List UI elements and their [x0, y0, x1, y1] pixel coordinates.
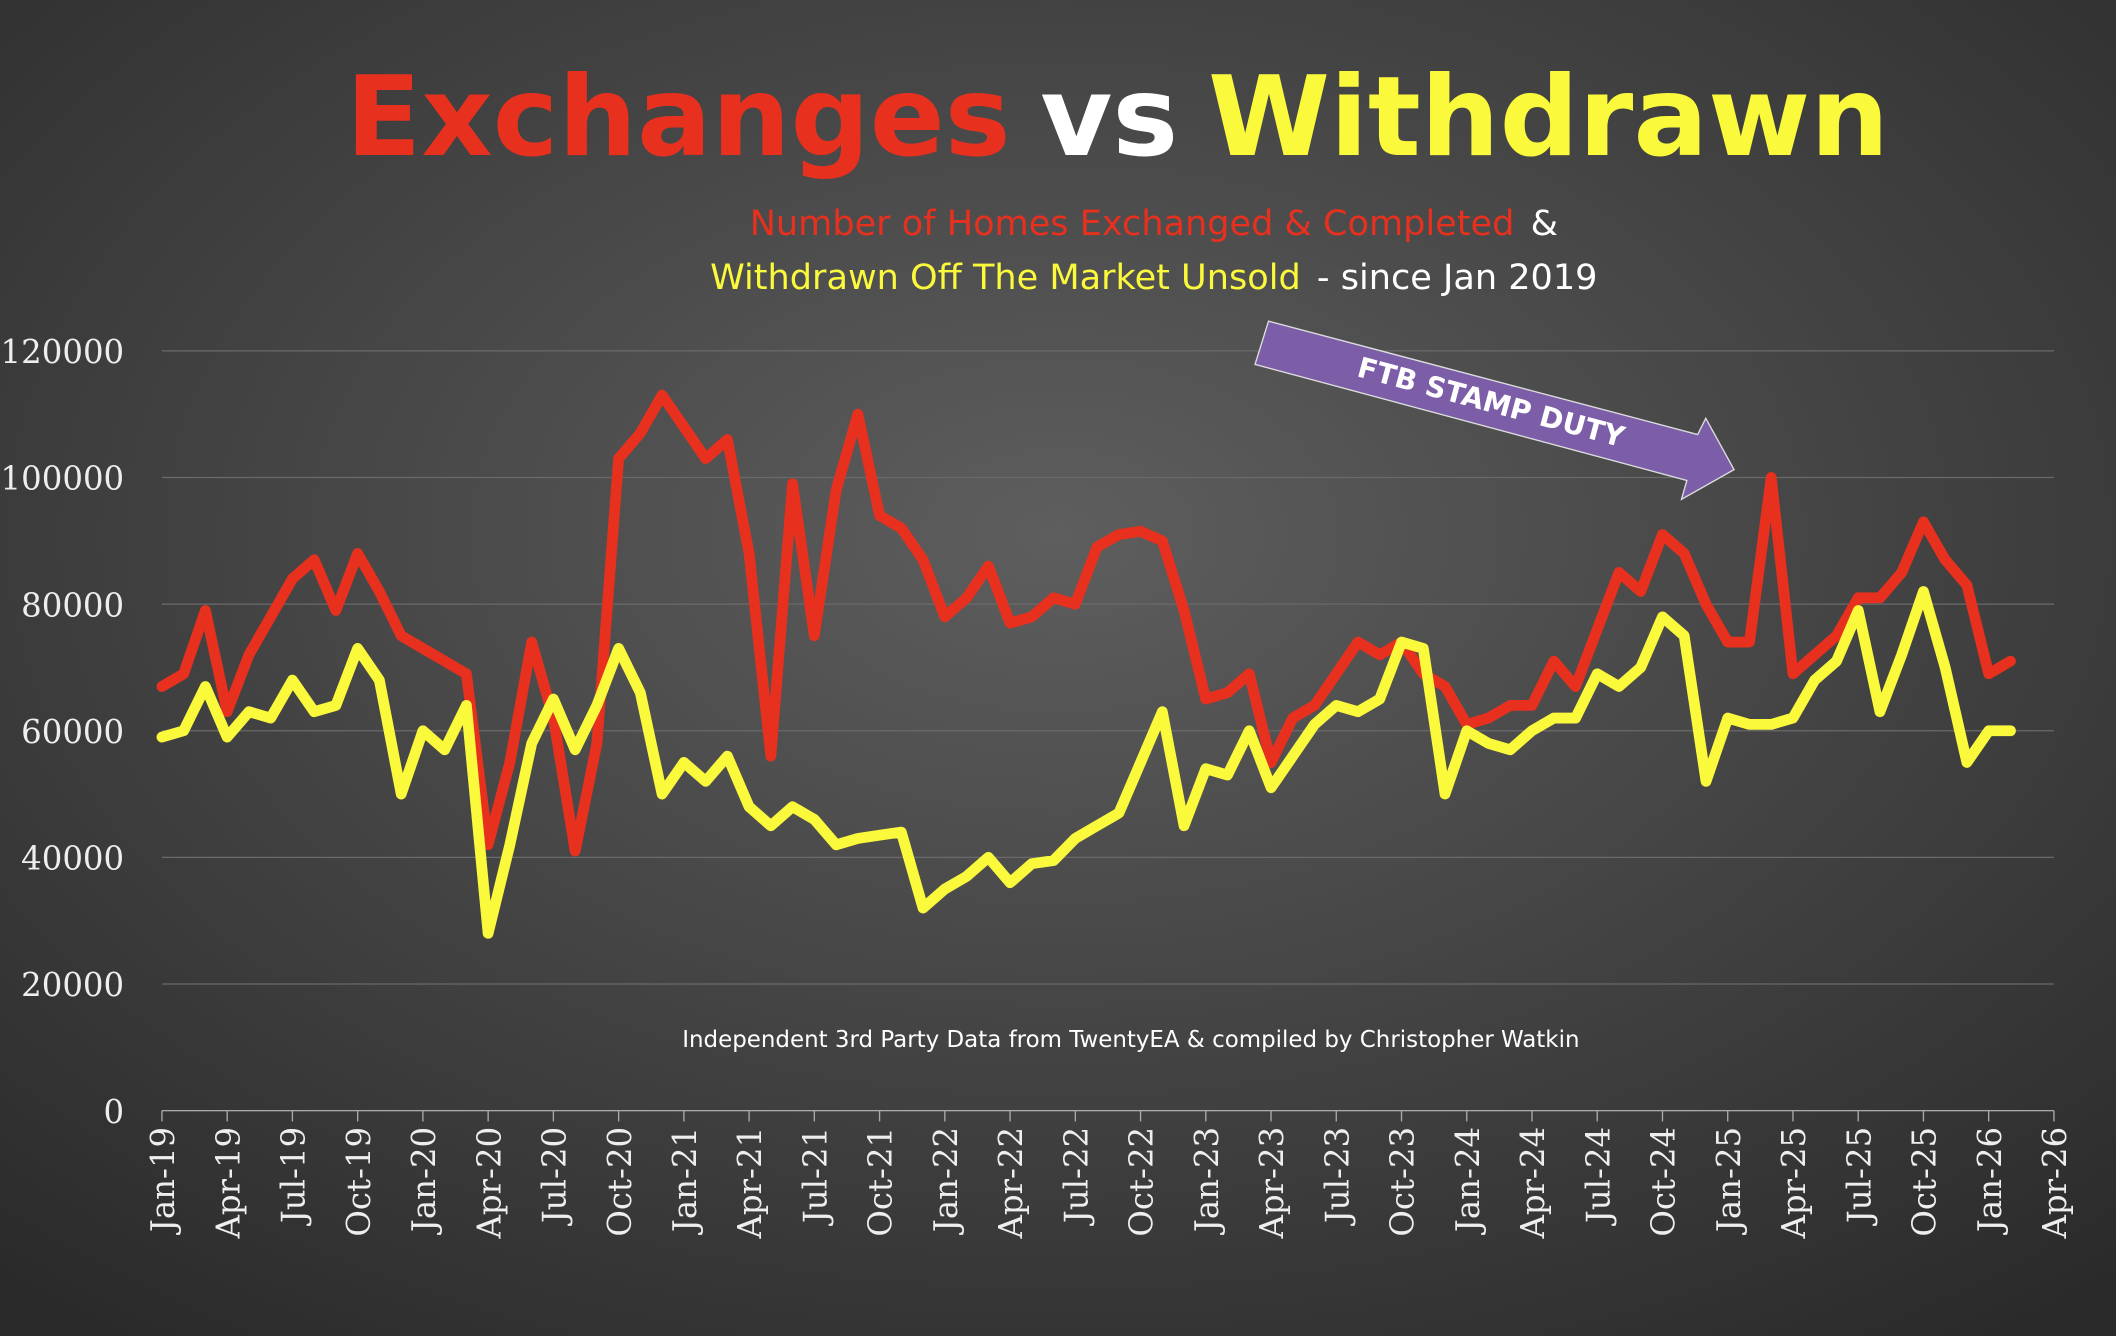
x-tick-label: Jul-23: [1318, 1127, 1356, 1226]
y-tick-label: 60000: [21, 713, 124, 751]
x-tick-label: Jul-22: [1057, 1127, 1095, 1226]
x-tick-label: Oct-23: [1384, 1127, 1422, 1237]
title-part: Withdrawn: [1208, 53, 1889, 182]
subtitle-part: - since Jan 2019: [1317, 257, 1598, 298]
y-tick-label: 120000: [1, 333, 125, 371]
x-tick-label: Jan-19: [144, 1127, 182, 1235]
x-tick-label: Jan-26: [1971, 1127, 2009, 1235]
series-line: [156, 586, 2016, 939]
chart-subtitle: Number of Homes Exchanged & Completed &: [750, 203, 1558, 244]
y-tick-label: 80000: [21, 586, 124, 624]
x-tick-label: Oct-24: [1645, 1127, 1683, 1237]
x-tick-label: Jul-25: [1840, 1127, 1878, 1226]
x-tick-label: Oct-19: [340, 1127, 378, 1237]
x-tick-label: Oct-22: [1123, 1127, 1161, 1237]
x-tick-label: Apr-23: [1253, 1127, 1291, 1240]
chart-subtitle: Withdrawn Off The Market Unsold - since J…: [710, 257, 1597, 298]
x-tick-label: Apr-19: [209, 1127, 247, 1240]
x-tick-label: Jul-19: [275, 1127, 313, 1226]
source-note: Independent 3rd Party Data from TwentyEA…: [682, 1027, 1579, 1053]
x-tick-label: Jan-21: [666, 1127, 704, 1235]
y-tick-label: 100000: [1, 460, 125, 498]
x-tick-label: Jul-21: [796, 1127, 834, 1226]
x-tick-label: Oct-20: [601, 1127, 639, 1237]
subtitle-part: Withdrawn Off The Market Unsold: [710, 257, 1301, 298]
subtitle-part: Number of Homes Exchanged & Completed: [750, 203, 1515, 244]
title-part: vs: [1040, 53, 1178, 182]
x-tick-label: Jan-23: [1188, 1127, 1226, 1235]
y-tick-label: 20000: [21, 966, 124, 1004]
x-tick-label: Oct-25: [1906, 1127, 1944, 1237]
y-tick-label: 0: [104, 1093, 125, 1131]
labels: Exchanges vs Withdrawn Number of Homes Exch…: [1, 53, 2075, 1239]
x-tick-label: Jan-20: [405, 1127, 443, 1235]
x-tick-label: Jan-22: [927, 1127, 965, 1235]
x-tick-label: Apr-20: [470, 1127, 508, 1240]
x-tick-label: Apr-22: [992, 1127, 1030, 1240]
x-tick-label: Jan-24: [1449, 1127, 1487, 1235]
annotation-arrow: [1254, 320, 1736, 501]
x-tick-label: Jul-24: [1579, 1127, 1617, 1226]
x-tick-label: Apr-26: [2036, 1127, 2074, 1240]
x-tick-label: Apr-21: [731, 1127, 769, 1240]
chart-title: Exchanges vs Withdrawn: [346, 53, 1889, 182]
x-tick-label: Apr-25: [1775, 1127, 1813, 1240]
x-tick-label: Jan-25: [1710, 1127, 1748, 1235]
y-tick-label: 40000: [21, 840, 124, 878]
x-tick-label: Jul-20: [536, 1127, 574, 1226]
x-tick-label: Oct-21: [862, 1127, 900, 1237]
lines: [156, 389, 2016, 939]
subtitle-part: &: [1531, 203, 1558, 244]
x-tick-label: Apr-24: [1514, 1127, 1552, 1240]
title-part: Exchanges: [346, 53, 1011, 182]
